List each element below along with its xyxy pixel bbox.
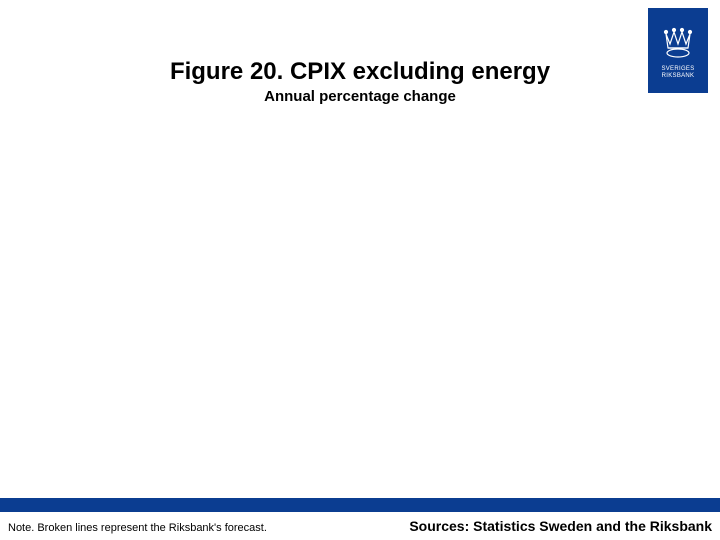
chart-area <box>40 115 680 480</box>
figure-header: Figure 20. CPIX excluding energy Annual … <box>0 58 720 105</box>
footer-note: Note. Broken lines represent the Riksban… <box>8 522 267 534</box>
figure-subtitle: Annual percentage change <box>0 88 720 105</box>
crown-icon <box>660 22 696 62</box>
footer-bar <box>0 498 720 512</box>
footer-row: Note. Broken lines represent the Riksban… <box>8 518 712 534</box>
figure-title: Figure 20. CPIX excluding energy <box>0 58 720 86</box>
footer-sources: Sources: Statistics Sweden and the Riksb… <box>409 518 712 534</box>
